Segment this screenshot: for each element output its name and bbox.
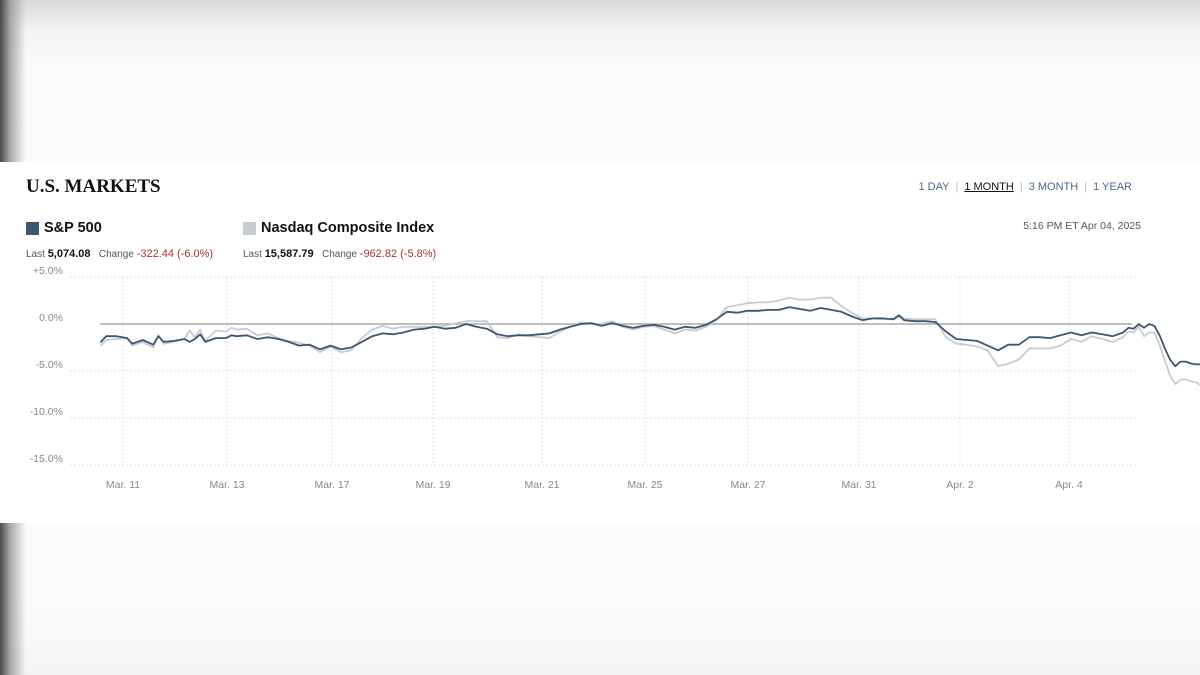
- panel-title: U.S. MARKETS: [26, 176, 161, 197]
- sp500-name: S&P 500: [44, 220, 102, 236]
- y-tick-label: 0.0%: [39, 312, 63, 324]
- x-tick-label: Mar. 31: [841, 479, 876, 491]
- markets-panel: U.S. MARKETS 1 DAY | 1 MONTH | 3 MONTH |…: [0, 162, 1200, 523]
- grid-layer: [70, 276, 1138, 466]
- sp500-change-label: Change: [98, 249, 134, 260]
- legend-sp500: S&P 500: [26, 220, 102, 236]
- nasdaq-swatch-icon: [243, 221, 256, 235]
- x-tick-label: Mar. 11: [106, 479, 140, 491]
- nasdaq-change-label: Change: [321, 249, 357, 260]
- sp500-last-value: 5,074.08: [47, 248, 91, 260]
- tab-1-month[interactable]: 1 MONTH: [964, 181, 1014, 193]
- nasdaq-series-line: [100, 296, 1200, 387]
- x-tick-label: Mar. 27: [730, 479, 765, 491]
- nasdaq-stats: Last 15,587.79 Change -962.82 (-5.8%): [243, 248, 436, 260]
- x-tick-label: Mar. 19: [415, 479, 450, 491]
- x-tick-label: Mar. 21: [524, 479, 559, 491]
- tab-separator: |: [1084, 181, 1088, 193]
- tab-separator: |: [955, 181, 959, 193]
- sp500-series-line: [100, 306, 1200, 368]
- x-tick-label: Apr. 4: [1055, 479, 1083, 491]
- x-tick-label: Mar. 17: [314, 479, 349, 491]
- nasdaq-change-value: -962.82 (-5.8%): [359, 248, 437, 260]
- y-tick-label: -5.0%: [36, 359, 63, 371]
- nasdaq-last-label: Last: [243, 249, 262, 260]
- sp500-change-value: -322.44 (-6.0%): [136, 248, 214, 260]
- y-tick-label: +5.0%: [33, 265, 63, 277]
- time-range-tabs: 1 DAY | 1 MONTH | 3 MONTH | 1 YEAR: [919, 181, 1133, 193]
- tab-3-month[interactable]: 3 MONTH: [1028, 181, 1079, 193]
- nasdaq-name: Nasdaq Composite Index: [261, 220, 435, 236]
- sp500-last-label: Last: [26, 249, 45, 260]
- series-layer: [100, 296, 1200, 387]
- x-tick-label: Mar. 13: [209, 479, 244, 491]
- legend-nasdaq: Nasdaq Composite Index: [243, 220, 434, 236]
- tab-separator: |: [1019, 181, 1023, 193]
- sp500-swatch-icon: [26, 221, 39, 235]
- last-updated-timestamp: 5:16 PM ET Apr 04, 2025: [1023, 220, 1141, 232]
- y-tick-label: -10.0%: [30, 406, 63, 418]
- tab-1-year[interactable]: 1 YEAR: [1093, 181, 1132, 193]
- market-line-chart: +5.0% 0.0% -5.0% -10.0% -15.0% Mar. 11 Mar. 13…: [30, 265, 1200, 491]
- x-tick-label: Apr. 2: [946, 479, 974, 491]
- x-tick-label: Mar. 25: [627, 479, 662, 491]
- axis-label-layer: +5.0% 0.0% -5.0% -10.0% -15.0% Mar. 11 Mar. 13…: [30, 265, 1083, 491]
- tab-1-day[interactable]: 1 DAY: [918, 181, 950, 193]
- nasdaq-last-value: 15,587.79: [264, 248, 314, 260]
- sp500-stats: Last 5,074.08 Change -322.44 (-6.0%): [26, 248, 213, 260]
- y-tick-label: -15.0%: [30, 453, 63, 465]
